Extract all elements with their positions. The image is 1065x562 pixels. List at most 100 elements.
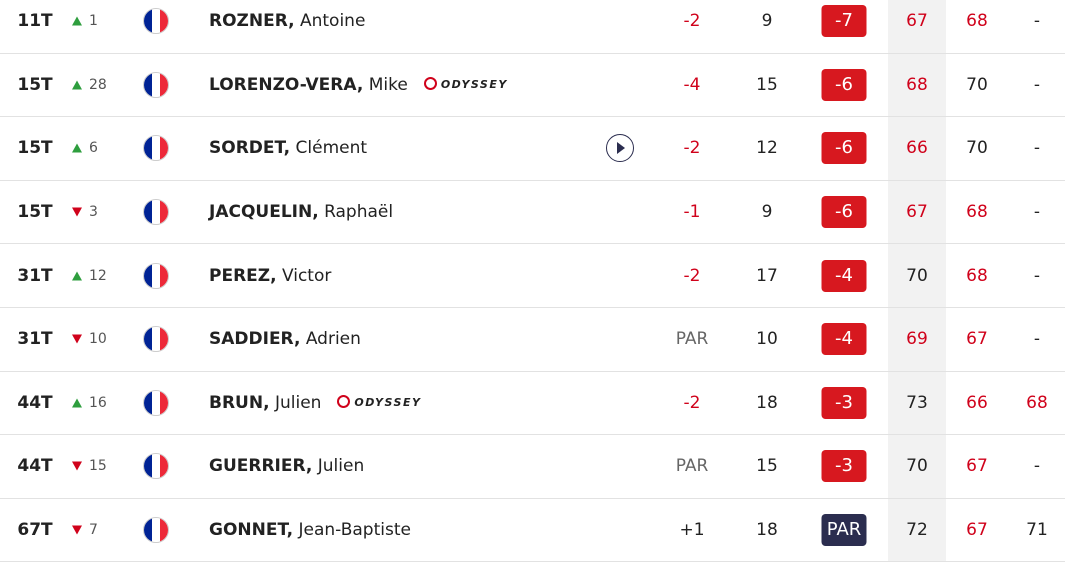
round-bg [888,307,946,371]
last-name: JACQUELIN, [209,202,319,223]
player-name[interactable]: ROZNER, Antoine [209,11,365,31]
player-row[interactable]: 15T 28 LORENZO-VERA, Mike ODYSSEY -4 15 -6 68 70… [0,53,1065,118]
last-name: LORENZO-VERA, [209,74,364,95]
round-bg [888,435,946,498]
round-score: - [1033,11,1041,32]
today: -2 [683,265,701,286]
thru: 18 [756,392,778,413]
round-bg [888,498,946,562]
round-score: 70 [966,74,988,95]
thru: 9 [761,11,773,32]
movement-arrow [72,271,82,281]
last-name: PEREZ, [209,265,277,286]
thru: 17 [756,265,778,286]
player-row[interactable]: 44T 16 BRUN, Julien ODYSSEY -2 18 -3 73 66 68 [0,371,1065,436]
sponsor-logo: ODYSSEY [337,396,421,409]
sponsor-logo: ODYSSEY [424,78,508,91]
first-name: Jean-Baptiste [298,520,411,541]
movement: 3 [89,204,98,221]
round-score: 69 [906,329,928,350]
first-name: Julien [274,392,322,413]
last-name: BRUN, [209,392,270,413]
round-score: 68 [966,11,988,32]
round-score: - [1033,202,1041,223]
flag [143,517,169,544]
round-score: - [1033,265,1041,286]
round-bg [888,117,946,180]
round-score: 68 [966,265,988,286]
today: PAR [675,329,709,350]
movement: 28 [89,76,107,93]
player-row[interactable]: 44T 15 GUERRIER, Julien PAR 15 -3 70 67 - [0,435,1065,499]
round-score: 67 [906,11,928,32]
first-name: Victor [281,265,332,286]
last-name: GONNET, [209,520,294,541]
thru: 10 [756,329,778,350]
round-score: 73 [906,392,928,413]
movement-arrow [72,461,82,471]
flag [143,262,169,289]
player-name[interactable]: SORDET, Clément [209,138,367,158]
position: 44T [17,456,53,477]
flag [143,389,169,416]
player-name[interactable]: PEREZ, Victor [209,266,331,286]
player-name[interactable]: SADDIER, Adrien [209,329,361,349]
flag [143,326,169,353]
round-score: 68 [966,202,988,223]
position: 67T [17,520,53,541]
first-name: Julien [317,456,365,477]
today: -1 [683,202,701,223]
player-name[interactable]: GONNET, Jean-Baptiste [209,520,411,540]
total: -3 [821,386,867,419]
player-row[interactable]: 31T 10 SADDIER, Adrien PAR 10 -4 69 67 - [0,307,1065,372]
round-bg [888,180,946,244]
round-bg [888,53,946,117]
position: 44T [17,392,53,413]
video-button[interactable] [606,134,634,163]
player-row[interactable]: 11T 1 ROZNER, Antoine -2 9 -7 67 68 - [0,0,1065,54]
thru: 18 [756,520,778,541]
movement-arrow [72,143,82,153]
last-name: GUERRIER, [209,456,313,477]
flag [143,8,169,35]
total: -6 [821,196,867,229]
round-bg [888,371,946,435]
thru: 12 [756,138,778,159]
today: -2 [683,138,701,159]
flag [143,135,169,162]
player-name[interactable]: JACQUELIN, Raphaël [209,202,393,222]
thru: 15 [756,456,778,477]
movement: 12 [89,267,107,284]
movement-arrow [72,525,82,535]
total: -4 [821,259,867,292]
round-score: 67 [906,202,928,223]
round-score: - [1033,329,1041,350]
round-score: - [1033,74,1041,95]
player-name[interactable]: LORENZO-VERA, Mike ODYSSEY [209,75,508,95]
player-row[interactable]: 15T 3 JACQUELIN, Raphaël -1 9 -6 67 68 - [0,180,1065,245]
total: -6 [821,132,867,165]
round-bg [888,0,946,53]
round-score: 66 [906,138,928,159]
flag [143,199,169,226]
first-name: Clément [295,138,368,159]
first-name: Adrien [305,329,361,350]
player-name[interactable]: BRUN, Julien ODYSSEY [209,393,421,413]
player-row[interactable]: 31T 12 PEREZ, Victor -2 17 -4 70 68 - [0,244,1065,308]
movement: 15 [89,458,107,475]
total: PAR [821,514,867,547]
player-row[interactable]: 67T 7 GONNET, Jean-Baptiste +1 18 PAR 72 67 71 [0,498,1065,562]
flag [143,453,169,480]
last-name: ROZNER, [209,11,295,32]
movement: 10 [89,331,107,348]
round-score: 72 [906,520,928,541]
first-name: Raphaël [324,202,394,223]
movement-arrow [72,16,82,26]
position: 31T [17,329,53,350]
player-row[interactable]: 15T 6 SORDET, Clément -2 12 -6 66 70 - [0,117,1065,181]
thru: 9 [761,202,773,223]
position: 11T [17,11,53,32]
player-name[interactable]: GUERRIER, Julien [209,456,364,476]
